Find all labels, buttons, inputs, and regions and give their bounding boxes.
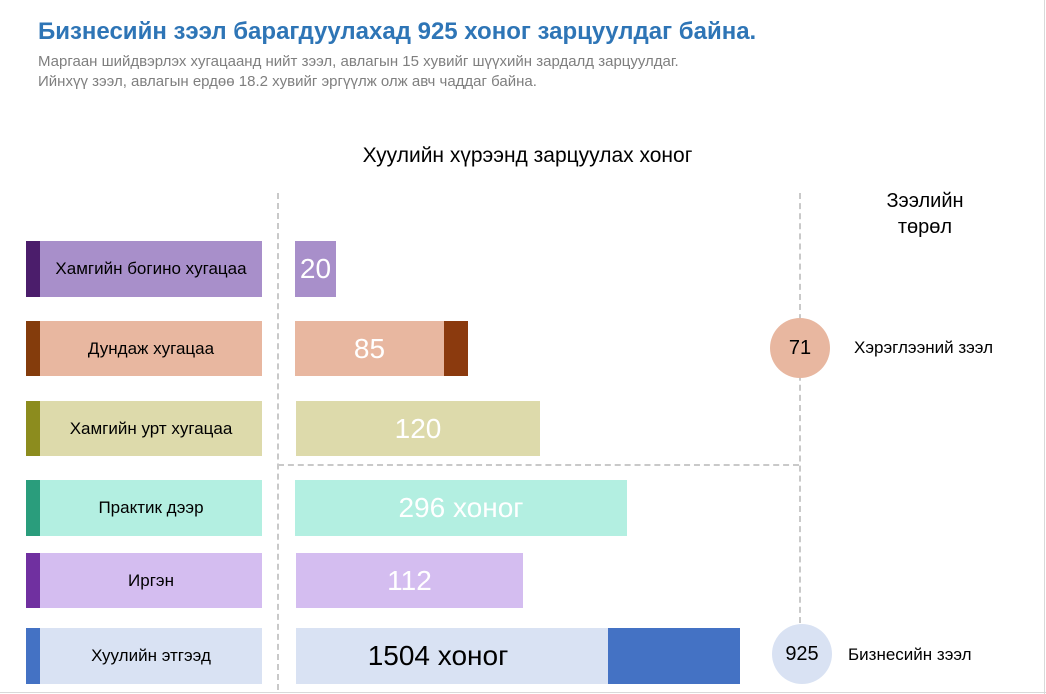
guide-line-right — [799, 193, 801, 623]
loan-type-heading-line-2: төрөл — [897, 216, 953, 238]
guide-line-left — [277, 193, 279, 690]
value-bar: 20 — [295, 241, 336, 297]
frame-border-bottom — [0, 692, 1046, 693]
category-label-bar: Практик дээр — [26, 480, 262, 536]
category-label: Иргэн — [128, 570, 174, 590]
category-label: Практик дээр — [98, 498, 204, 517]
guide-line-separator — [278, 464, 799, 466]
value-bar: 296 хоног — [295, 480, 627, 536]
category-label-bar: Хуулийн этгээд — [26, 628, 262, 684]
category-accent-stripe — [26, 480, 40, 536]
data-label: 1504 хоног — [367, 640, 509, 671]
page-subtitle: Маргаан шийдвэрлэх хугацаанд нийт зээл, … — [38, 52, 679, 92]
chart-title: Хуулийн хүрээнд зарцуулах хоног — [362, 144, 693, 167]
data-label: 85 — [353, 332, 386, 364]
category-label: Хуулийн этгээд — [91, 646, 211, 665]
value-bar: 85 — [295, 321, 468, 376]
category-accent-stripe — [26, 321, 40, 376]
data-label: 20 — [299, 253, 332, 284]
value-bar: 120 — [296, 401, 540, 456]
group-label-business: Бизнесийн зээл — [848, 645, 972, 664]
category-accent-stripe — [26, 553, 40, 608]
group-label-consumer: Хэрэглээний зээл — [854, 338, 994, 357]
category-label-bar: Дундаж хугацаа — [26, 321, 262, 376]
value-bar: 112 — [296, 553, 523, 608]
loan-type-heading: Зээлийн төрөл — [860, 188, 990, 240]
group-total-consumer: 71 — [770, 318, 830, 378]
category-accent-stripe — [26, 401, 40, 456]
category-label: Хамгийн богино хугацаа — [55, 259, 247, 278]
value-bar-highlight — [444, 321, 468, 376]
category-accent-stripe — [26, 241, 40, 297]
data-label: 120 — [394, 412, 442, 444]
frame-border-right — [1044, 0, 1045, 694]
group-total-business: 925 — [772, 624, 832, 684]
category-label: Дундаж хугацаа — [87, 338, 215, 358]
category-label-bar: Хамгийн богино хугацаа — [26, 241, 262, 297]
category-label: Хамгийн урт хугацаа — [69, 418, 233, 438]
value-bar: 1504 хоног — [296, 628, 740, 684]
page-title: Бизнесийн зээл барагдуулахад 925 хоног з… — [38, 18, 757, 45]
data-label: 112 — [387, 564, 432, 596]
value-bar-highlight — [608, 628, 740, 684]
data-label: 296 хоног — [398, 492, 524, 523]
subtitle-line-2: Ийнхүү зээл, авлагын ердөө 18.2 хувийг э… — [38, 73, 537, 90]
category-label-bar: Хамгийн урт хугацаа — [26, 401, 262, 456]
subtitle-line-1: Маргаан шийдвэрлэх хугацаанд нийт зээл, … — [38, 53, 679, 70]
category-label-bar: Иргэн — [26, 553, 262, 608]
loan-type-heading-line-1: Зээлийн — [886, 190, 964, 212]
category-accent-stripe — [26, 628, 40, 684]
